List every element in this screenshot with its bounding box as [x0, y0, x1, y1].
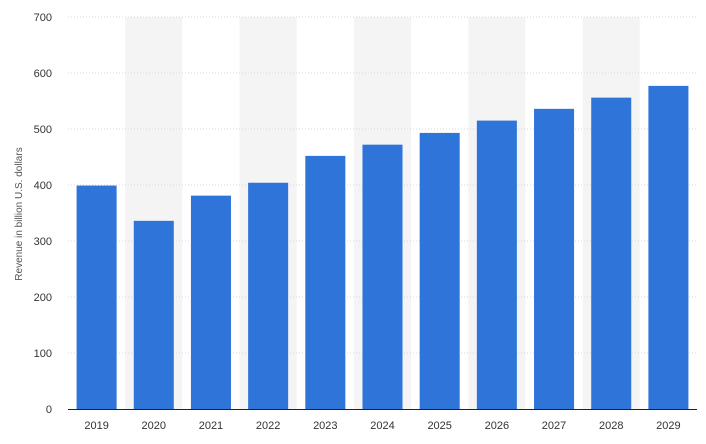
bar-2027 [534, 108, 575, 409]
y-tick-label: 300 [34, 236, 52, 248]
y-tick-label: 600 [34, 68, 52, 80]
y-tick-label: 0 [46, 404, 52, 416]
bar-2019 [76, 185, 117, 409]
x-tick-label: 2021 [199, 420, 223, 432]
x-tick-label: 2026 [485, 420, 509, 432]
x-tick-label: 2029 [656, 420, 680, 432]
x-tick-label: 2022 [256, 420, 280, 432]
x-tick-label: 2025 [427, 420, 451, 432]
bars [76, 85, 689, 410]
x-tick-label: 2024 [370, 420, 394, 432]
bar-2025 [419, 132, 460, 410]
x-tick-label: 2028 [599, 420, 623, 432]
y-tick-label: 100 [34, 348, 52, 360]
x-tick-label: 2020 [142, 420, 166, 432]
bar-2026 [476, 120, 517, 409]
y-tick-label: 700 [34, 12, 52, 24]
x-tick-labels: 2019 2020 2021 2022 2023 2024 2025 2026 2027 2028… [84, 420, 680, 432]
y-tick-label: 500 [34, 124, 52, 136]
bar-2028 [591, 97, 632, 409]
x-tick-label: 2027 [542, 420, 566, 432]
y-tick-labels: 0 100 200 300 400 500 600 700 [34, 12, 52, 416]
bar-2024 [362, 144, 403, 409]
bar-2022 [248, 182, 289, 409]
y-tick-label: 200 [34, 292, 52, 304]
bar-2020 [133, 220, 174, 409]
bar-2021 [190, 195, 231, 409]
y-axis-label: Revenue in billion U.S. dollars [14, 147, 25, 280]
bar-2029 [648, 85, 689, 409]
y-tick-label: 400 [34, 180, 52, 192]
x-tick-label: 2019 [84, 420, 108, 432]
x-tick-label: 2023 [313, 420, 337, 432]
bar-2023 [305, 155, 346, 409]
